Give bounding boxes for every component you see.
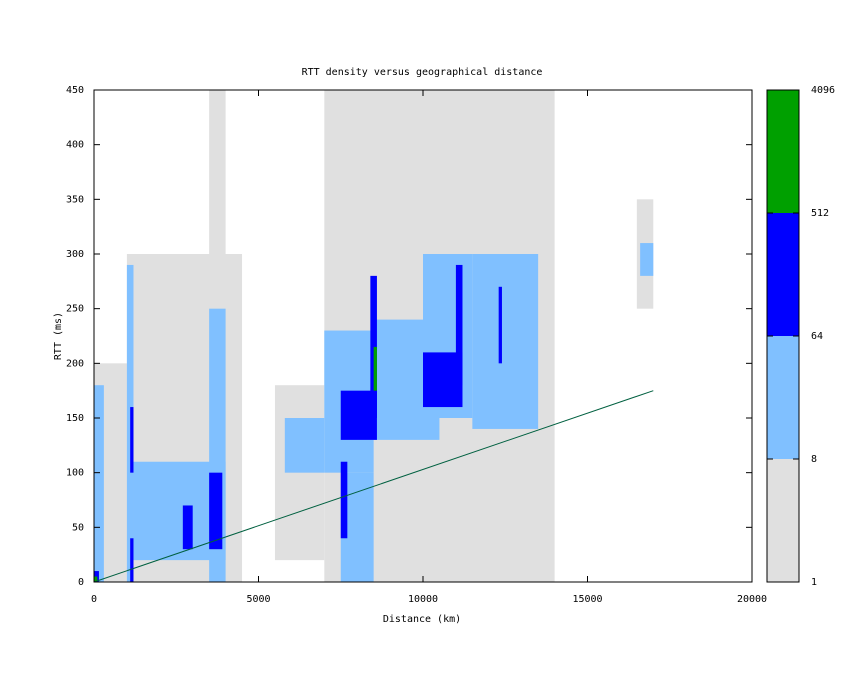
colorbar-segment [767,213,799,336]
y-tick-label: 150 [66,413,84,424]
y-tick-label: 50 [72,522,84,533]
density-cell [130,407,134,473]
y-axis-label: RTT (ms) [53,312,64,360]
x-tick-label: 15000 [572,594,602,605]
y-tick-label: 300 [66,249,84,260]
density-cell [182,505,193,550]
x-tick-label: 10000 [408,594,438,605]
density-cell [373,346,377,391]
density-cell [94,576,98,582]
density-cell [284,418,325,473]
y-tick-label: 400 [66,140,84,151]
colorbar-tick-label: 8 [811,454,817,465]
y-tick-label: 450 [66,85,84,96]
reference-line [93,390,654,583]
colorbar-tick-label: 512 [811,208,829,219]
x-tick-label: 0 [91,594,97,605]
density-cell [94,385,104,582]
x-tick-label: 20000 [737,594,767,605]
colorbar-segment [767,336,799,459]
x-axis-label: Distance (km) [383,614,461,625]
colorbar-tick-label: 1 [811,577,817,588]
colorbar-segment [767,459,799,582]
density-cell [209,472,223,550]
x-tick-label: 5000 [246,594,270,605]
density-cell [455,264,463,386]
y-tick-label: 250 [66,304,84,315]
chart-title: RTT density versus geographical distance [302,67,543,78]
density-cell [640,243,654,276]
density-cell [274,385,325,561]
density-cell [340,461,348,539]
colorbar-tick-label: 4096 [811,85,835,96]
density-cell [498,286,502,364]
colorbar-tick-label: 64 [811,331,823,342]
density-cell [130,538,134,582]
y-tick-label: 350 [66,194,84,205]
density-cell [370,275,377,418]
y-tick-label: 200 [66,358,84,369]
y-tick-label: 100 [66,468,84,479]
colorbar-segment [767,90,799,213]
density-cell [472,254,539,429]
y-tick-label: 0 [78,577,84,588]
